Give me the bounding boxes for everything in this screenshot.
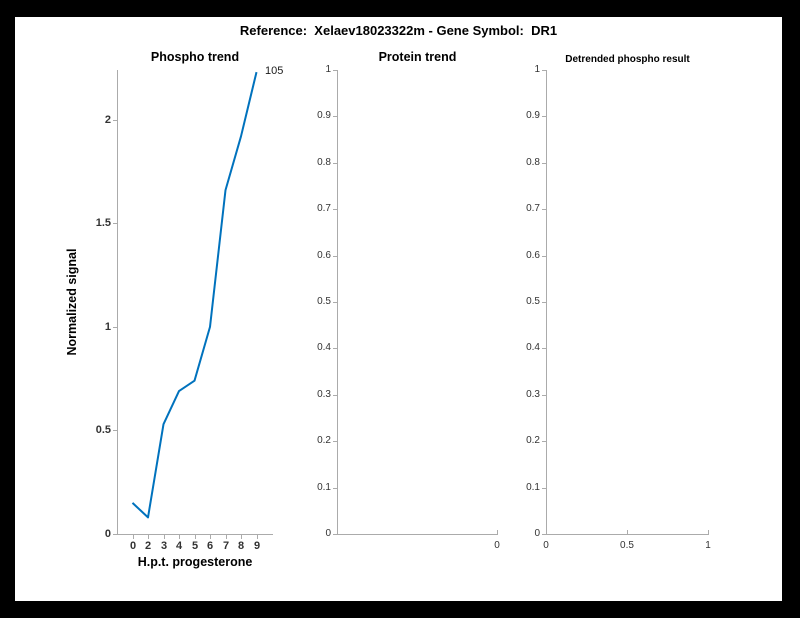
protein-trend-title: Protein trend <box>378 50 457 64</box>
y-tick-label: 1 <box>104 321 111 333</box>
y-tick-mark <box>542 302 546 303</box>
x-tick-label: 4 <box>175 540 183 552</box>
y-tick-label: 0.5 <box>317 296 331 307</box>
x-tick-mark <box>546 530 547 534</box>
y-tick-label: 0 <box>534 528 540 539</box>
y-tick-mark <box>113 430 117 431</box>
x-axis-spine <box>117 534 273 535</box>
phospho-trend-plot-area <box>131 71 258 519</box>
y-tick-mark <box>333 348 337 349</box>
y-tick-mark <box>542 70 546 71</box>
y-tick-label: 0.6 <box>317 250 331 261</box>
y-axis-spine <box>546 70 547 534</box>
detrended-phospho-title: Detrended phospho result <box>565 54 690 65</box>
x-tick-mark <box>210 535 211 539</box>
x-tick-label: 0 <box>494 540 500 551</box>
x-tick-label: 7 <box>222 540 230 552</box>
trend-line <box>131 71 258 519</box>
figure-title: Reference: Xelaev18023322m - Gene Symbol… <box>239 23 558 38</box>
y-tick-label: 0.7 <box>317 203 331 214</box>
x-tick-label: 9 <box>253 540 261 552</box>
y-tick-mark <box>333 441 337 442</box>
x-axis-spine <box>337 534 498 535</box>
x-tick-label: 0 <box>543 540 549 551</box>
y-tick-mark <box>542 441 546 442</box>
x-tick-label: 6 <box>206 540 214 552</box>
y-tick-mark <box>542 256 546 257</box>
x-tick-mark <box>226 535 227 539</box>
y-tick-label: 0.6 <box>526 250 540 261</box>
y-tick-label: 1.5 <box>95 217 111 229</box>
y-tick-mark <box>333 302 337 303</box>
y-tick-label: 0.8 <box>526 157 540 168</box>
y-tick-mark <box>113 534 117 535</box>
y-axis-label: Normalized signal <box>65 248 79 356</box>
y-tick-mark <box>542 348 546 349</box>
y-tick-mark <box>542 534 546 535</box>
figure-canvas: Reference: Xelaev18023322m - Gene Symbol… <box>15 17 782 601</box>
y-tick-label: 0.2 <box>317 435 331 446</box>
x-tick-label: 5 <box>191 540 199 552</box>
y-tick-mark <box>333 395 337 396</box>
y-tick-mark <box>333 256 337 257</box>
y-tick-label: 0 <box>325 528 331 539</box>
y-tick-mark <box>333 70 337 71</box>
y-tick-label: 1 <box>534 64 540 75</box>
x-tick-mark <box>179 535 180 539</box>
y-tick-label: 0.5 <box>526 296 540 307</box>
y-tick-label: 0 <box>104 528 111 540</box>
x-axis-spine <box>546 534 709 535</box>
y-tick-label: 0.9 <box>317 110 331 121</box>
y-tick-label: 0.5 <box>95 424 111 436</box>
y-tick-mark <box>542 395 546 396</box>
x-tick-label: 3 <box>160 540 168 552</box>
phospho-trend-title: Phospho trend <box>150 50 240 64</box>
y-tick-mark <box>333 209 337 210</box>
x-tick-label: 2 <box>144 540 152 552</box>
x-tick-mark <box>164 535 165 539</box>
y-tick-mark <box>542 488 546 489</box>
y-tick-label: 0.1 <box>317 482 331 493</box>
y-tick-label: 0.4 <box>317 342 331 353</box>
x-tick-label: 0.5 <box>620 540 634 551</box>
x-tick-label: 1 <box>705 540 711 551</box>
y-tick-mark <box>113 327 117 328</box>
y-tick-mark <box>333 116 337 117</box>
x-tick-mark <box>133 535 134 539</box>
y-tick-mark <box>113 120 117 121</box>
y-tick-label: 2 <box>104 114 111 126</box>
y-tick-mark <box>542 116 546 117</box>
x-tick-label: 0 <box>129 540 137 552</box>
data-point-annotation: 105 <box>265 65 284 77</box>
x-tick-mark <box>497 530 498 534</box>
y-tick-label: 0.2 <box>526 435 540 446</box>
x-tick-mark <box>627 530 628 534</box>
y-tick-label: 0.4 <box>526 342 540 353</box>
y-tick-label: 0.9 <box>526 110 540 121</box>
y-tick-mark <box>542 163 546 164</box>
y-tick-label: 0.3 <box>317 389 331 400</box>
y-tick-label: 0.1 <box>526 482 540 493</box>
y-tick-mark <box>333 488 337 489</box>
x-tick-mark <box>148 535 149 539</box>
x-tick-mark <box>195 535 196 539</box>
x-axis-label: H.p.t. progesterone <box>137 555 253 569</box>
y-tick-label: 0.8 <box>317 157 331 168</box>
x-tick-mark <box>708 530 709 534</box>
y-tick-label: 0.7 <box>526 203 540 214</box>
y-tick-mark <box>333 534 337 535</box>
y-tick-mark <box>542 209 546 210</box>
x-tick-mark <box>241 535 242 539</box>
y-tick-mark <box>113 223 117 224</box>
y-axis-spine <box>337 70 338 534</box>
x-tick-mark <box>257 535 258 539</box>
x-tick-label: 8 <box>237 540 245 552</box>
y-tick-mark <box>333 163 337 164</box>
y-tick-label: 0.3 <box>526 389 540 400</box>
y-axis-spine <box>117 70 118 534</box>
y-tick-label: 1 <box>325 64 331 75</box>
